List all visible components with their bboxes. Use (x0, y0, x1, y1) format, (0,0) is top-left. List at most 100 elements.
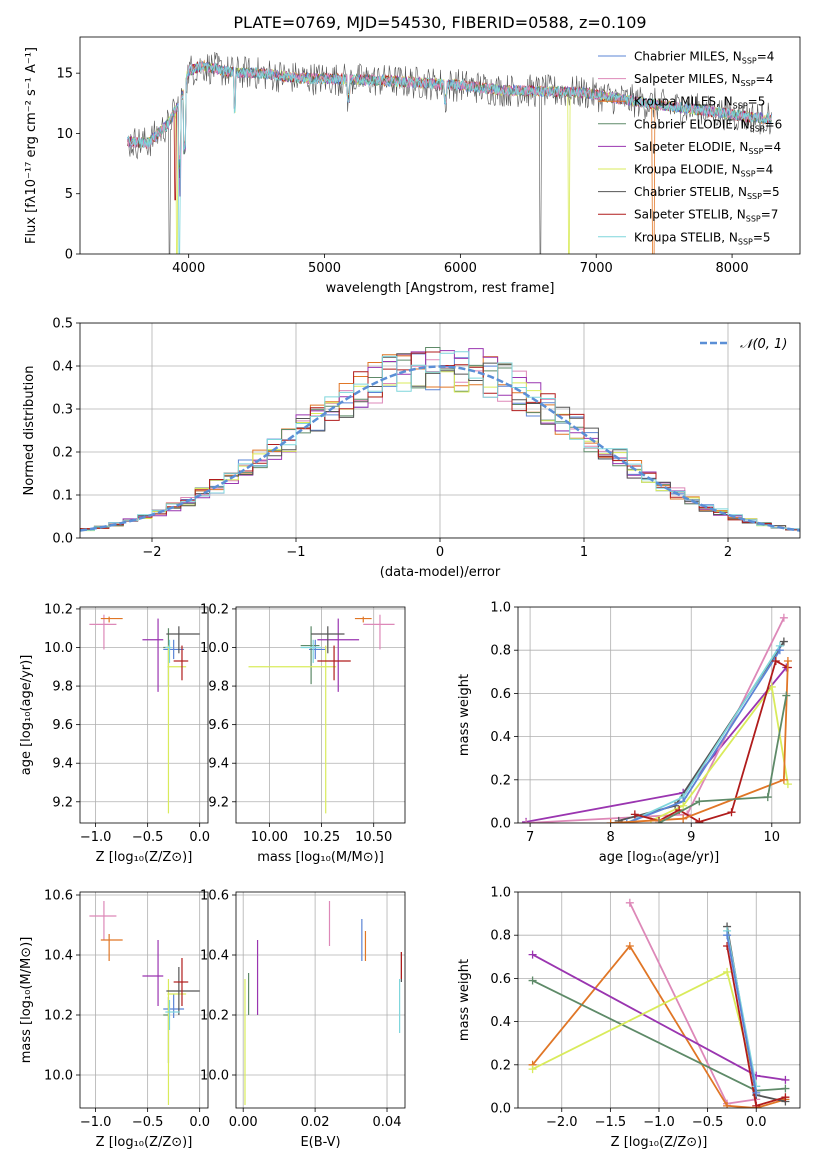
x-tick-label: −1 (286, 545, 305, 560)
marker (779, 637, 788, 646)
errorbar-salpeter-stelib (317, 645, 351, 681)
axes-frame (235, 891, 406, 1109)
y-tick-label: 10.0 (200, 1069, 229, 1084)
errorbar-chabrier-miles (163, 994, 185, 1018)
y-tick-label: 10.6 (44, 889, 73, 904)
marker (723, 931, 732, 940)
marker (752, 1101, 761, 1108)
figure-title: PLATE=0769, MJD=54530, FIBERID=0588, z=0… (233, 13, 646, 32)
x-tick-label: 5000 (308, 261, 341, 276)
axes-frame (79, 322, 801, 539)
x-axis-label: (data-model)/error (380, 565, 501, 580)
y-tick-label: 0.5 (52, 317, 73, 332)
panel-age-weight: 7 8 9 10 0.0 0.2 0.4 0.6 0.8 1.0 age [log₁₀(age/yr… (457, 601, 801, 865)
plot-area (518, 607, 800, 823)
y-tick-label: 9.4 (208, 757, 229, 772)
x-axis-label: Z [log₁₀(Z/Z⊙)] (96, 850, 193, 865)
marker (783, 780, 792, 789)
errorbar-chabrier-miles (309, 639, 326, 660)
y-tick-label: 10.6 (200, 889, 229, 904)
marker (779, 613, 788, 622)
y-tick-label: 10.2 (44, 602, 73, 617)
y-axis-label: Flux [fλ10⁻¹⁷ erg cm⁻² s⁻¹ A⁻¹] (24, 47, 39, 244)
y-tick-label: 0 (65, 248, 73, 263)
y-tick-label: 10 (56, 127, 73, 142)
plot-area (80, 892, 208, 1108)
x-axis-label: E(B-V) (300, 1135, 340, 1150)
errorbar-chabrier-stelib (166, 626, 200, 654)
errorbar-salpeter-stelib (173, 958, 189, 1006)
panel-spectrum: 4000 5000 6000 7000 8000 0 5 10 15 wavelength [An… (24, 36, 801, 296)
marker (614, 816, 623, 823)
x-tick-label: 0.02 (301, 1115, 330, 1130)
marker (679, 814, 688, 823)
errorbar-kroupa-elodie (167, 979, 187, 1105)
axes-frame (517, 606, 801, 824)
marker (723, 1101, 732, 1108)
y-tick-label: 5 (65, 187, 73, 202)
weight-line-salpeter-stelib (723, 942, 790, 1108)
x-axis-label: Z [log₁₀(Z/Z⊙)] (611, 1135, 708, 1150)
y-tick-label: 0.8 (490, 929, 511, 944)
y-tick-label: 10.4 (200, 949, 229, 964)
legend-label: Salpeter MILES, NSSP=4 (634, 72, 773, 88)
y-tick-label: 0.2 (490, 773, 511, 788)
legend-label: Chabrier ELODIE, NSSP=6 (634, 117, 782, 133)
y-tick-label: 0.3 (52, 403, 73, 418)
errorbar-chabrier-miles (163, 639, 185, 660)
y-tick-label: 10.4 (44, 949, 73, 964)
x-tick-label: 0.0 (746, 1115, 767, 1130)
panel-Z-weight: −2.0 −1.5 −1.0 −0.5 0.0 0.0 0.2 0.4 0.6 0.8 1.0 Z [… (457, 886, 801, 1150)
y-tick-label: 0.6 (490, 972, 511, 987)
y-tick-label: 9.2 (52, 795, 73, 810)
y-tick-label: 9.6 (208, 718, 229, 733)
y-tick-label: 9.2 (208, 795, 229, 810)
weight-line-chabrier-miles (723, 931, 761, 1097)
errorbar-kroupa-elodie (248, 645, 337, 814)
y-tick-label: 9.4 (52, 757, 73, 772)
y-tick-label: 0.4 (490, 730, 511, 745)
marker (781, 1075, 790, 1084)
y-tick-label: 0.0 (490, 817, 511, 832)
x-tick-label: −1.0 (643, 1115, 675, 1130)
panel-Z-age: −1.0 −0.5 0.0 9.2 9.4 9.6 9.8 10.0 10.2 Z [log₁₀(… (19, 602, 210, 865)
errorbar-salpeter-miles (363, 614, 395, 650)
y-tick-label: 10.2 (200, 1009, 229, 1024)
y-tick-label: 10.0 (44, 641, 73, 656)
legend-label: Chabrier STELIB, NSSP=5 (634, 185, 780, 201)
y-tick-label: 1.0 (490, 886, 511, 901)
x-tick-label: 10.50 (355, 830, 392, 845)
y-tick-label: 1.0 (490, 601, 511, 616)
marker (695, 797, 704, 806)
errorbar-kroupa-stelib (300, 639, 322, 663)
y-axis-label: mass weight (457, 674, 472, 756)
y-tick-label: 10.2 (44, 1009, 73, 1024)
marker (606, 819, 615, 823)
marker (781, 1084, 790, 1093)
errorbar-salpeter-stelib (173, 645, 189, 681)
marker (781, 1093, 790, 1102)
x-tick-label: −1.5 (595, 1115, 627, 1130)
x-tick-label: 8000 (716, 261, 749, 276)
errorbar-chabrier-stelib (311, 626, 345, 654)
y-tick-label: 10.0 (44, 1069, 73, 1084)
errorbar-kroupa-miles (100, 616, 123, 623)
y-axis-label: age [log₁₀(age/yr)] (19, 655, 34, 776)
y-tick-label: 0.0 (490, 1102, 511, 1117)
x-tick-label: 8 (607, 830, 615, 845)
gaussian-curve (80, 365, 800, 532)
marker (522, 819, 531, 823)
line (526, 617, 785, 823)
x-tick-label: 0.04 (373, 1115, 402, 1130)
x-tick-label: −0.5 (692, 1115, 724, 1130)
marker (752, 1088, 761, 1097)
y-tick-label: 0.1 (52, 489, 73, 504)
marker (782, 691, 791, 700)
x-axis-label: Z [log₁₀(Z/Z⊙)] (96, 1135, 193, 1150)
marker (783, 657, 792, 665)
x-tick-label: −2 (142, 545, 161, 560)
x-tick-label: 0 (436, 545, 444, 560)
x-axis-label: wavelength [Angstrom, rest frame] (326, 281, 555, 296)
weight-line-chabrier-elodie (655, 691, 791, 823)
line (726, 935, 758, 1094)
